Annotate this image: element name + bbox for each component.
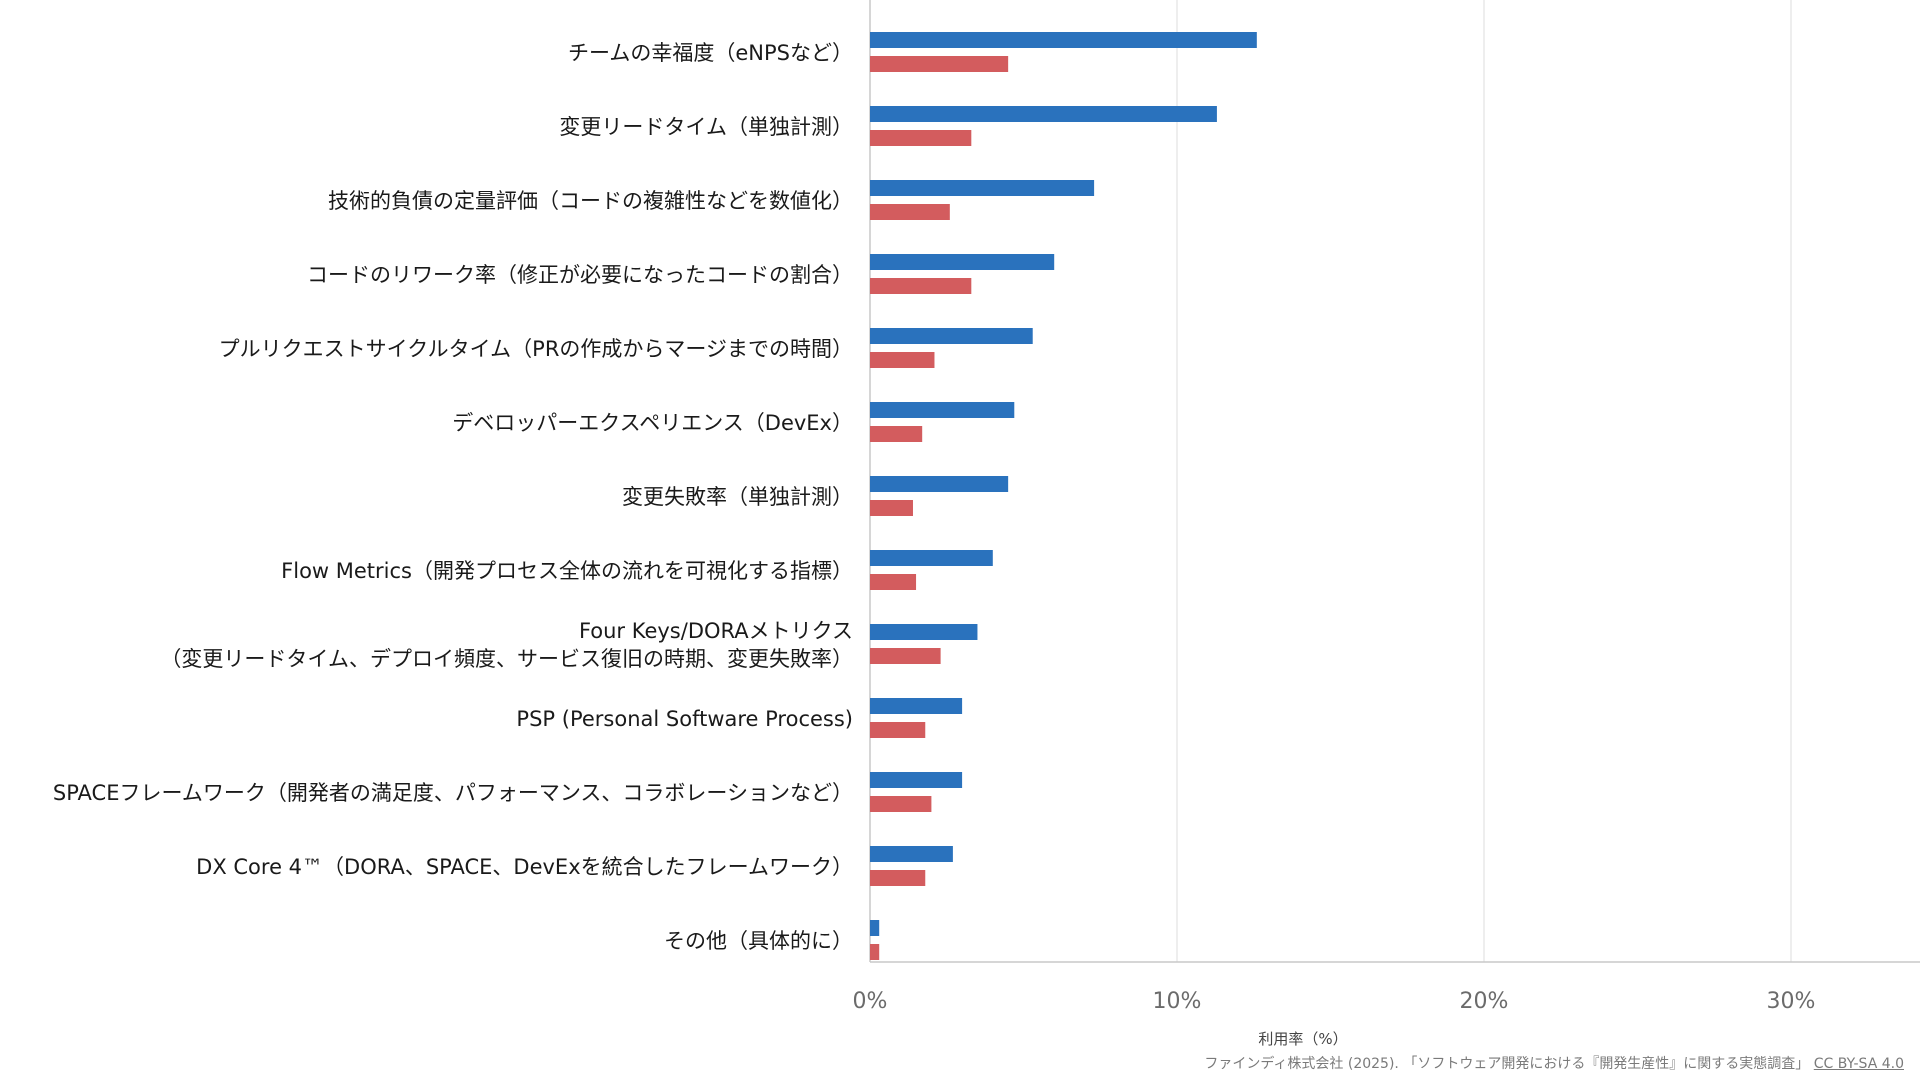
category-label: チームの幸福度（eNPSなど） [568,41,853,65]
bar-series-2 [870,352,935,368]
bar-series-2 [870,574,917,590]
bar-series-1 [870,772,963,788]
category-label: SPACEフレームワーク（開発者の満足度、パフォーマンス、コラボレーションなど） [53,781,853,805]
category-label: プルリクエストサイクルタイム（PRの作成からマージまでの時間） [219,337,853,361]
bar-series-1 [870,550,993,566]
bar-series-2 [870,944,880,960]
bar-series-2 [870,870,926,886]
bar-series-1 [870,846,953,862]
category-label: 技術的負債の定量評価（コードの複雑性などを数値化） [328,189,853,213]
citation-text: ファインディ株式会社 (2025). 「ソフトウェア開発における『開発生産性』に… [1204,1056,1810,1072]
bars [870,32,1257,960]
source-citation: ファインディ株式会社 (2025). 「ソフトウェア開発における『開発生産性』に… [1204,1053,1904,1073]
category-label: DX Core 4™（DORA、SPACE、DevExを統合したフレームワーク） [196,855,853,879]
bar-series-1 [870,254,1055,270]
bar-series-1 [870,476,1009,492]
x-axis: 0%10%20%30%40%50%60% [853,989,1816,1014]
bar-series-2 [870,278,972,294]
bar-series-1 [870,920,880,936]
category-labels: チームの幸福度（eNPSなど） 変更リードタイム（単独計測） 技術的負債の定量評価（… [53,41,853,953]
bar-series-2 [870,204,950,220]
bar-series-1 [870,698,963,714]
gridlines [869,0,1920,963]
category-label: PSP (Personal Software Process) [516,707,853,731]
bar-series-1 [870,328,1033,344]
bar-series-1 [870,402,1015,418]
x-tick-label: 10% [1153,989,1202,1014]
category-label: 変更リードタイム（単独計測） [559,115,853,139]
bar-series-2 [870,426,923,442]
x-tick-label: 0% [853,989,888,1014]
category-label: 変更失敗率（単独計測） [622,485,853,509]
bar-series-2 [870,56,1009,72]
bar-series-2 [870,796,932,812]
bar-series-1 [870,180,1095,196]
category-label: デベロッパーエクスペリエンス（DevEx） [452,411,853,435]
x-axis-title: 利用率（%） [1258,1030,1347,1048]
bar-series-1 [870,106,1217,122]
x-tick-label: 30% [1767,989,1816,1014]
bar-series-2 [870,722,926,738]
x-tick-label: 20% [1460,989,1509,1014]
bar-series-2 [870,500,913,516]
bar-series-2 [870,648,941,664]
category-label: Four Keys/DORAメトリクス（変更リードタイム、デプロイ頻度、サービス… [160,619,853,671]
bar-series-2 [870,130,972,146]
license-link[interactable]: CC BY-SA 4.0 [1813,1056,1904,1072]
bar-series-1 [870,32,1257,48]
bar-series-1 [870,624,978,640]
category-label: コードのリワーク率（修正が必要になったコードの割合） [307,263,853,287]
category-label: Flow Metrics（開発プロセス全体の流れを可視化する指標） [281,559,853,583]
category-label: その他（具体的に） [664,929,853,953]
